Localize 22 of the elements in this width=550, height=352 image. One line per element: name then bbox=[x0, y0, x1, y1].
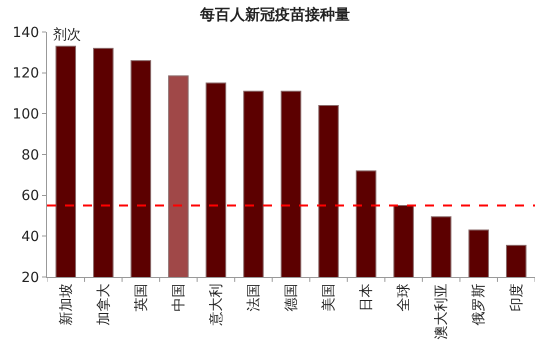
x-tick-label: 澳大利亚 bbox=[434, 284, 450, 340]
chart-title: 每百人新冠疫苗接种量 bbox=[199, 5, 350, 24]
x-tick-label: 德国 bbox=[284, 284, 300, 312]
x-tick-label: 俄罗斯 bbox=[471, 284, 488, 326]
y-tick-label: 20 bbox=[21, 270, 40, 286]
y-tick-label: 140 bbox=[12, 24, 40, 41]
y-axis-title: 剂次 bbox=[53, 27, 81, 43]
y-tick-label: 40 bbox=[21, 229, 40, 246]
x-tick-label: 意大利 bbox=[208, 284, 224, 327]
x-tick-label: 加拿大 bbox=[96, 284, 112, 326]
x-tick-label: 新加坡 bbox=[58, 284, 74, 326]
y-tick-label: 60 bbox=[21, 188, 40, 204]
x-tick-label: 美国 bbox=[321, 284, 338, 312]
x-tick-label: 英国 bbox=[133, 284, 150, 312]
x-tick-label: 印度 bbox=[508, 284, 525, 312]
x-tick-label: 全球 bbox=[396, 284, 412, 312]
y-tick-label: 100 bbox=[12, 106, 40, 123]
x-tick-label: 中国 bbox=[170, 284, 187, 312]
y-tick-label: 120 bbox=[12, 66, 40, 82]
x-tick-label: 法国 bbox=[246, 284, 262, 312]
x-tick-label: 日本 bbox=[358, 284, 375, 312]
y-tick-label: 80 bbox=[21, 147, 40, 164]
